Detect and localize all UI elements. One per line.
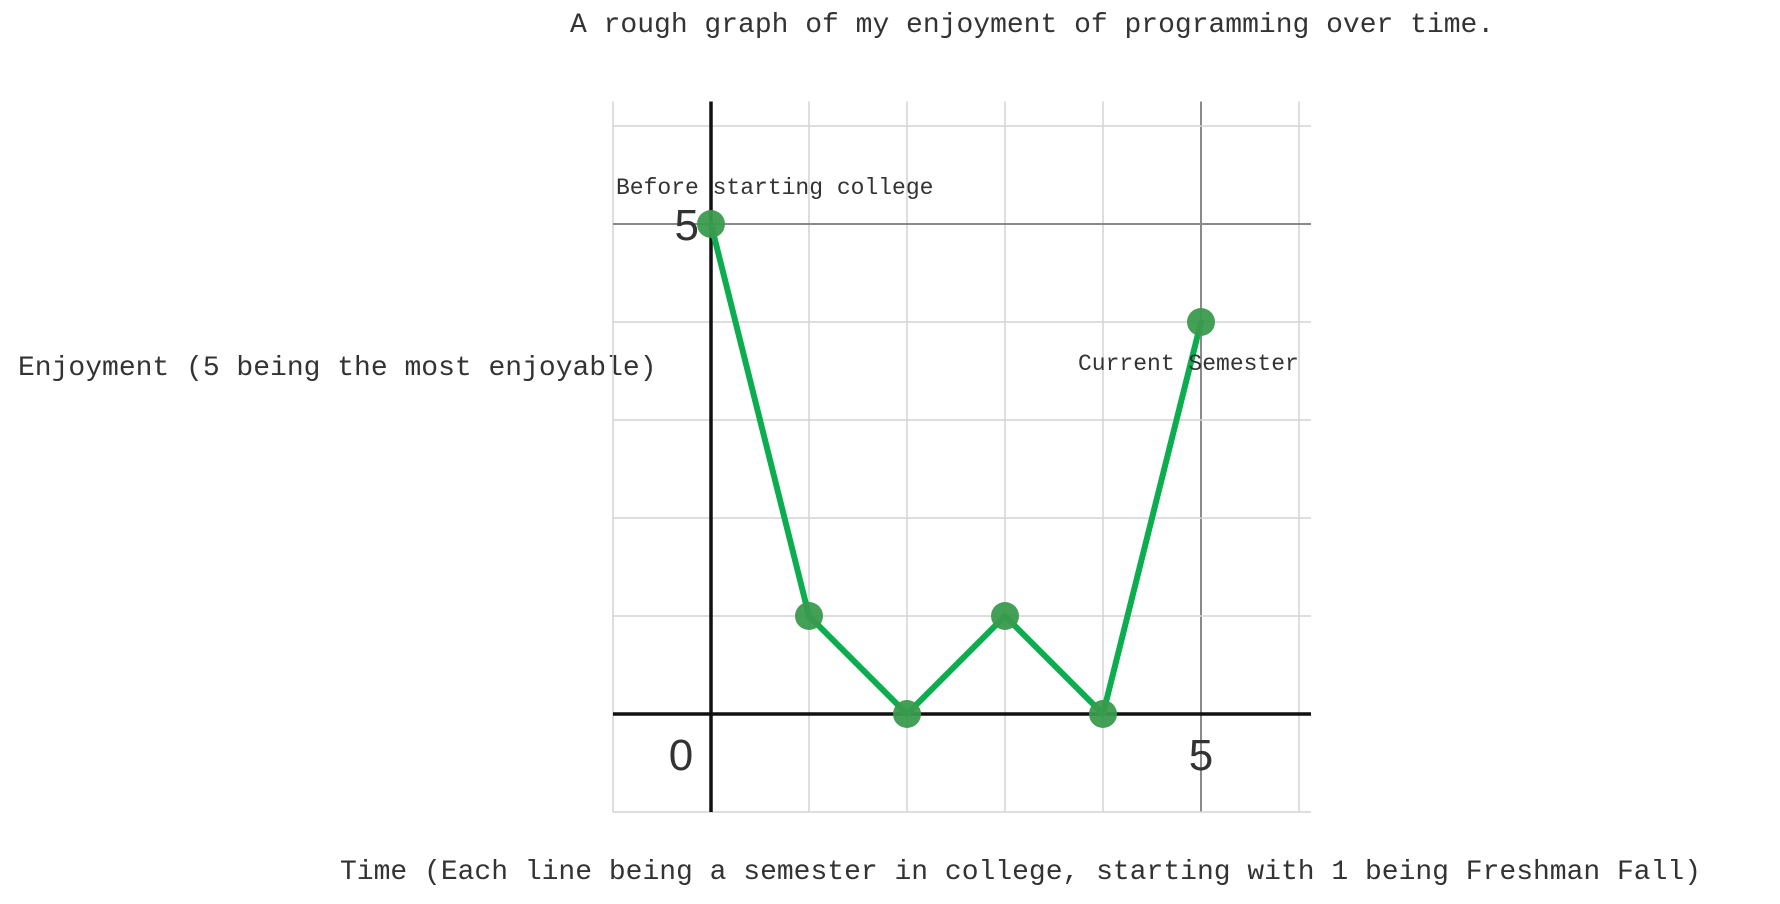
data-point bbox=[697, 210, 725, 238]
y-axis-label: Enjoyment (5 being the most enjoyable) bbox=[18, 353, 657, 384]
x-tick-label: 5 bbox=[1189, 731, 1213, 780]
data-point bbox=[1187, 308, 1215, 336]
annotation-label: Before starting college bbox=[616, 175, 933, 201]
series-line bbox=[708, 221, 1204, 717]
y-tick-label: 5 bbox=[675, 201, 699, 250]
data-point bbox=[795, 602, 823, 630]
x-axis-label: Time (Each line being a semester in coll… bbox=[340, 857, 1702, 888]
data-point bbox=[1089, 700, 1117, 728]
x-tick-label: 0 bbox=[669, 731, 693, 780]
data-point bbox=[991, 602, 1019, 630]
data-point bbox=[893, 700, 921, 728]
annotation-label: Current Semester bbox=[1078, 351, 1299, 377]
chart-title: A rough graph of my enjoyment of program… bbox=[570, 10, 1495, 41]
